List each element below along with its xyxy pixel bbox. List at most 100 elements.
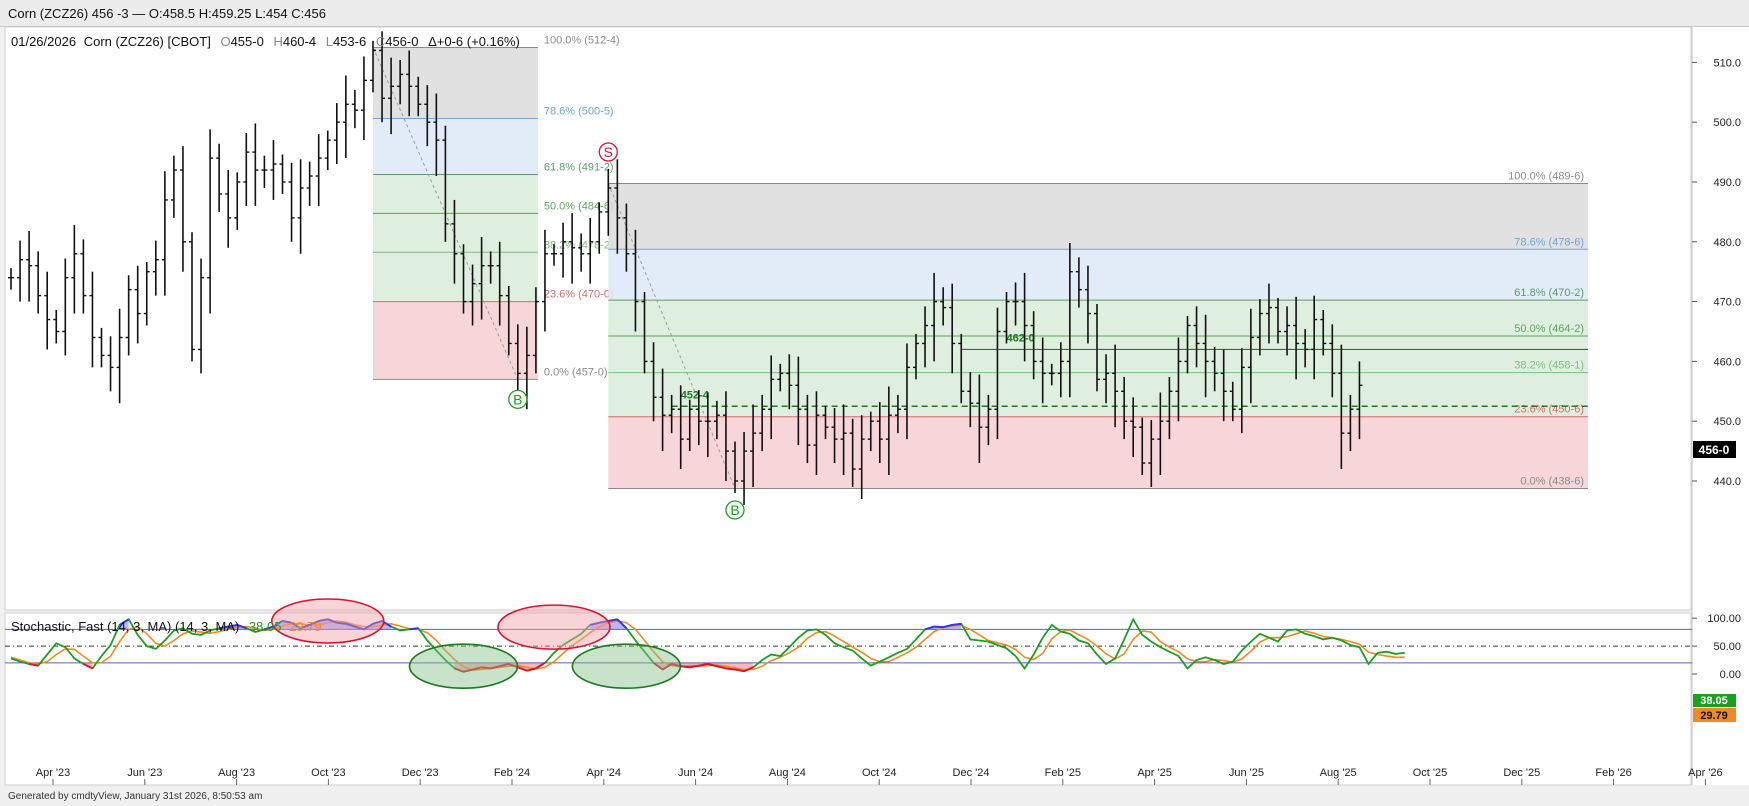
footer-credit: Generated by cmdtyView, January 31st 202… — [8, 791, 263, 802]
chart-area[interactable]: 100.0% (512-4) 78.6% (500-5) 61.8% (491-2)… — [0, 27, 1749, 790]
fib-level-label: 50.0% (484-6) — [544, 200, 614, 212]
time-tick-label: Feb '25 — [1045, 767, 1081, 779]
signal-mark: S — [604, 144, 613, 160]
header-high: 460-4 — [283, 34, 316, 49]
price-tick-label: 450.0 — [1713, 416, 1741, 428]
price-axis-ticks: 440.0 450.0 460.0 470.0 480.0 490.0 500.0 510.0 — [1692, 57, 1741, 488]
time-tick-label: Jun '25 — [1229, 767, 1264, 779]
stochastic-extreme-segment — [119, 618, 130, 626]
fib-connector — [607, 183, 736, 489]
header-low: 453-6 — [333, 34, 366, 49]
header-close-label: C — [376, 34, 385, 49]
stochastic-extreme-segment — [499, 663, 509, 668]
stochastic-extreme-segment — [934, 625, 944, 629]
price-tick-label: 490.0 — [1713, 177, 1741, 189]
fib-level-label: 50.0% (464-2) — [1514, 323, 1584, 335]
time-tick-label: Apr '26 — [1688, 767, 1723, 779]
fib-level-label: 78.6% (478-6) — [1514, 236, 1584, 248]
price-tick-label: 510.0 — [1713, 57, 1741, 69]
stochastic-extreme-segment — [454, 667, 464, 673]
price-tick-label: 440.0 — [1713, 476, 1741, 488]
fib-level-label: 0.0% (438-6) — [1520, 475, 1584, 487]
stochastic-extreme-segment — [671, 663, 681, 668]
stochastic-tick-label: 50.00 — [1713, 641, 1741, 653]
stochastic-header: Stochastic, Fast (14, 3, MA) (14, 3, MA)… — [11, 619, 322, 634]
stochastic-extreme-segment — [680, 665, 690, 669]
header-date: 01/26/2026 — [11, 34, 76, 49]
stochastic-extreme-segment — [616, 618, 628, 629]
header-close: 456-0 — [385, 34, 418, 49]
fast-value-tag-label: 38.05 — [1700, 695, 1728, 707]
stochastic-extreme-segment — [409, 627, 419, 631]
fib-level-label: 100.0% (512-4) — [544, 34, 620, 46]
stochastic-extreme-segment — [716, 665, 727, 670]
stochastic-extreme-segment — [291, 621, 302, 630]
stochastic-extreme-segment — [924, 625, 935, 631]
window-title: Corn (ZCZ26) 456 -3 — O:458.5 H:459.25 L… — [8, 6, 326, 21]
last-price-label: 456-0 — [1699, 443, 1730, 457]
fib-zone — [373, 47, 538, 119]
time-tick-label: Oct '25 — [1413, 767, 1448, 779]
sell-signal-icon — [598, 142, 618, 162]
stochastic-extreme-segment — [689, 664, 699, 669]
stochastic-tick-label: 0.00 — [1720, 669, 1741, 681]
time-tick-label: Dec '25 — [1503, 767, 1540, 779]
stochastic-extreme-segment — [952, 622, 962, 626]
fib-level-label: 61.8% (470-2) — [1514, 287, 1584, 299]
fib-zone — [608, 249, 1588, 301]
time-tick-label: Apr '25 — [1137, 767, 1172, 779]
stochastic-extreme-segment — [300, 624, 310, 630]
stochastic-extreme-segment — [372, 620, 383, 625]
stochastic-extreme-segment — [743, 666, 754, 673]
fib-zone — [608, 416, 1588, 489]
stochastic-extreme-segment — [707, 663, 718, 668]
stochastic-extreme-segment — [526, 667, 537, 672]
stochastic-extreme-segment — [327, 618, 338, 624]
time-tick-label: Feb '26 — [1595, 767, 1631, 779]
overbought-highlight-ellipse — [497, 604, 611, 650]
fib-zone — [373, 174, 538, 214]
price-bars — [8, 31, 1363, 505]
fib-zone — [373, 301, 538, 380]
stochastic-extreme-segment — [698, 663, 709, 667]
stochastic-extreme-segment — [472, 666, 482, 671]
time-tick-label: Apr '24 — [587, 767, 622, 779]
stochastic-title: Stochastic, Fast (14, 3, MA) (14, 3, MA) — [11, 619, 239, 634]
stochastic-extreme-segment — [309, 620, 320, 626]
stochastic-extreme-segment — [652, 662, 664, 671]
stochastic-tick-label: 100.00 — [1707, 613, 1741, 625]
stochastic-extreme-segment — [942, 623, 953, 629]
stochastic-extreme-segment — [662, 663, 673, 671]
support-line-label: 452-4 — [681, 389, 710, 401]
stochastic-extreme-segment — [28, 663, 39, 667]
price-tick-label: 500.0 — [1713, 117, 1741, 129]
window-title-bar: Corn (ZCZ26) 456 -3 — O:458.5 H:459.25 L… — [0, 0, 1749, 27]
last-price-tag — [1693, 441, 1736, 458]
time-tick-label: Jun '24 — [678, 767, 713, 779]
fib-zone — [608, 183, 1588, 250]
time-tick-label: Apr '23 — [36, 767, 71, 779]
stochastic-extreme-segment — [282, 620, 292, 624]
time-tick-label: Jun '23 — [127, 767, 162, 779]
time-tick-label: Dec '24 — [953, 767, 990, 779]
fib-level-label: 0.0% (457-0) — [544, 366, 608, 378]
stochastic-extreme-segment — [363, 622, 374, 631]
stochastic-extreme-segment — [599, 620, 609, 624]
stochastic-panel[interactable] — [4, 612, 1692, 786]
fib-level-label: 38.2% (478-2) — [544, 239, 614, 251]
buy-signal-icon — [725, 500, 745, 520]
stochastic-extreme-segment — [272, 620, 283, 628]
fib-level-label: 100.0% (489-6) — [1508, 170, 1584, 182]
fib-level-label: 23.6% (470-0) — [544, 289, 614, 301]
stochastic-extreme-segment — [345, 622, 356, 628]
support-line-label: 462-0 — [1007, 332, 1035, 344]
stochastic-extreme-segment — [218, 625, 229, 630]
header-low-label: L — [326, 34, 333, 49]
time-tick-label: Aug '24 — [769, 767, 806, 779]
header-symbol: Corn (ZCZ26) [CBOT] — [84, 34, 211, 49]
highlight-ellipses — [270, 598, 682, 689]
stochastic-extreme-segment — [725, 667, 736, 671]
time-tick-label: Oct '24 — [862, 767, 897, 779]
signal-mark: B — [730, 502, 739, 518]
stochastic-axis-ticks: 0.00 50.00 100.00 — [1692, 613, 1741, 681]
